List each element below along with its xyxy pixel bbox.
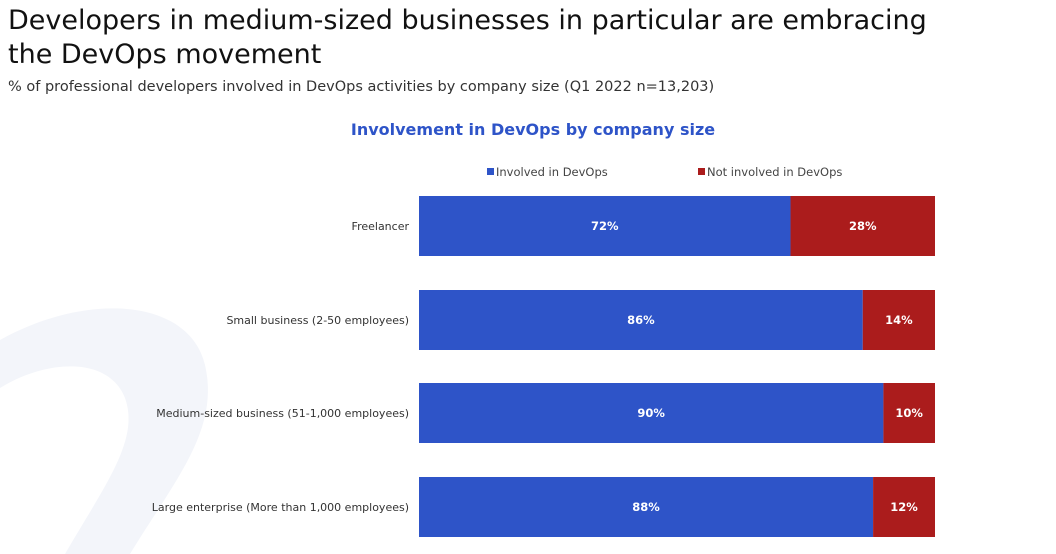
chart-legend: Involved in DevOps Not involved in DevOps	[487, 165, 842, 179]
bar-data-label: 90%	[637, 406, 665, 420]
chart-title: Involvement in DevOps by company size	[351, 120, 715, 139]
legend-swatch-not-involved	[698, 168, 705, 175]
bar-segment-involved	[419, 383, 884, 443]
category-label: Medium-sized business (51-1,000 employee…	[156, 407, 409, 420]
legend-swatch-involved	[487, 168, 494, 175]
bar-segment-involved	[419, 196, 791, 256]
page-title-line-2: the DevOps movement	[8, 39, 322, 70]
category-label: Large enterprise (More than 1,000 employ…	[152, 501, 409, 514]
category-label: Freelancer	[352, 220, 410, 233]
chart-bars: Freelancer 72% 28% Small business (2-50 emp…	[152, 196, 935, 537]
bar-data-label: 14%	[885, 313, 913, 327]
bar-data-label: 12%	[890, 500, 918, 514]
page-title: Developers in medium-sized businesses in…	[8, 4, 1053, 72]
bar-segment-not-involved	[873, 477, 935, 537]
page-subtitle: % of professional developers involved in…	[8, 79, 715, 95]
page-title-line-1: Developers in medium-sized businesses in…	[8, 5, 927, 36]
bar-data-label: 88%	[632, 500, 660, 514]
bar-data-label: 10%	[895, 406, 923, 420]
legend-label-involved: Involved in DevOps	[496, 165, 608, 179]
legend-label-not-involved: Not involved in DevOps	[707, 165, 842, 179]
bar-segment-involved	[419, 290, 863, 350]
bar-segment-not-involved	[862, 290, 935, 350]
bar-segment-not-involved	[883, 383, 935, 443]
bar-data-label: 28%	[849, 219, 877, 233]
background-swirl-shape	[0, 308, 208, 554]
bar-data-label: 72%	[591, 219, 619, 233]
category-label: Small business (2-50 employees)	[226, 314, 409, 327]
bar-segment-involved	[419, 477, 874, 537]
bar-segment-not-involved	[790, 196, 935, 256]
bar-data-label: 86%	[627, 313, 655, 327]
